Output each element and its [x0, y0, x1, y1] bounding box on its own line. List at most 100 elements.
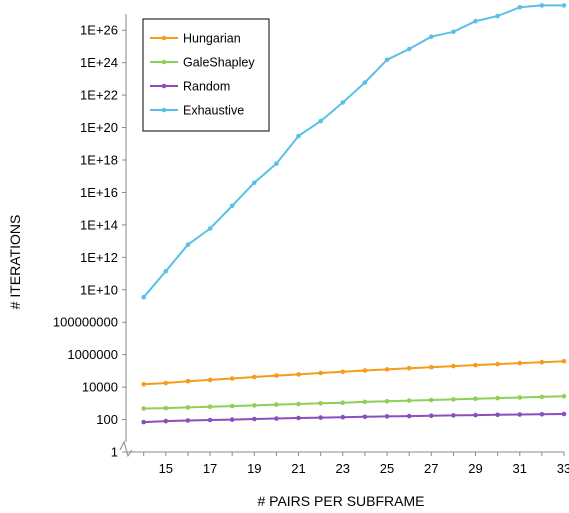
- data-point-exhaustive: [473, 18, 478, 24]
- y-tick-label: 1E+24: [80, 55, 118, 70]
- x-tick-label: 27: [424, 461, 438, 476]
- data-point-galeshapley: [207, 404, 213, 410]
- data-point-random: [340, 414, 346, 420]
- data-point-random: [384, 414, 390, 419]
- series-exhaustive: [141, 3, 567, 300]
- data-point-hungarian: [229, 376, 235, 381]
- series-line-random: [143, 413, 565, 424]
- data-point-galeshapley: [274, 402, 279, 407]
- data-point-galeshapley: [362, 399, 368, 405]
- data-point-galeshapley: [517, 395, 523, 400]
- data-point-random: [274, 416, 279, 421]
- data-point-galeshapley: [296, 401, 301, 407]
- y-tick-label: 10000: [82, 380, 118, 395]
- data-point-exhaustive: [274, 161, 279, 166]
- data-point-hungarian: [473, 362, 478, 368]
- legend-label-random: Random: [183, 80, 230, 94]
- y-tick-label: 1E+26: [80, 23, 118, 38]
- legend-marker-exhaustive: [161, 107, 167, 113]
- series-hungarian: [141, 359, 567, 387]
- data-point-exhaustive: [340, 100, 346, 105]
- x-tick-label: 17: [203, 461, 217, 476]
- data-point-exhaustive: [252, 180, 257, 185]
- y-tick-label: 1E+12: [80, 250, 118, 265]
- y-tick-label: 1E+16: [80, 185, 118, 200]
- data-point-galeshapley: [384, 399, 390, 404]
- data-point-hungarian: [141, 382, 146, 387]
- series-galeshapley: [141, 394, 567, 411]
- data-point-hungarian: [429, 364, 434, 370]
- data-point-exhaustive: [384, 57, 390, 63]
- data-point-galeshapley: [185, 405, 191, 410]
- legend-label-hungarian: Hungarian: [183, 32, 241, 46]
- data-point-hungarian: [362, 368, 368, 373]
- data-point-hungarian: [451, 363, 456, 369]
- axis-break-mark: [119, 440, 133, 458]
- x-tick-label: 23: [336, 461, 350, 476]
- axes: 1 100 10000 1000000 100000000 1E+10 1E+12 1E+14…: [53, 14, 569, 476]
- data-point-random: [229, 417, 235, 422]
- data-point-hungarian: [252, 374, 257, 380]
- data-point-galeshapley: [429, 397, 434, 403]
- data-point-random: [561, 411, 567, 417]
- data-point-random: [429, 413, 434, 419]
- data-point-hungarian: [318, 370, 324, 376]
- y-tick-label: 1E+20: [80, 120, 118, 135]
- x-tick-label: 31: [513, 461, 527, 476]
- data-point-random: [318, 415, 324, 420]
- y-tick-label: 1000000: [67, 347, 118, 362]
- data-point-random: [406, 413, 412, 419]
- x-tick-label: 19: [247, 461, 261, 476]
- data-point-random: [163, 418, 169, 424]
- series-layer: [141, 3, 567, 425]
- x-tick-label: 15: [159, 461, 173, 476]
- series-line-hungarian: [143, 360, 565, 386]
- series-line-exhaustive: [142, 4, 564, 298]
- data-point-hungarian: [384, 367, 390, 372]
- data-point-galeshapley: [495, 395, 500, 401]
- data-point-galeshapley: [141, 406, 146, 411]
- legend-label-exhaustive: Exhaustive: [183, 104, 244, 118]
- data-point-random: [473, 412, 478, 418]
- data-point-galeshapley: [229, 403, 235, 409]
- legend: Hungarian GaleShapley Random Exhaustive: [142, 18, 270, 132]
- y-tick-label: 100000000: [53, 315, 118, 330]
- data-point-random: [141, 419, 146, 425]
- data-point-hungarian: [296, 372, 301, 377]
- y-tick-label: 1E+22: [80, 88, 118, 103]
- legend-marker-random: [161, 83, 167, 89]
- y-tick-label: 1: [111, 445, 118, 460]
- data-point-random: [185, 418, 191, 423]
- series-random: [141, 411, 567, 425]
- y-axis-title: # ITERATIONS: [7, 215, 23, 310]
- legend-label-galeshapley: GaleShapley: [183, 56, 255, 70]
- data-point-exhaustive: [163, 268, 169, 274]
- data-point-galeshapley: [406, 398, 412, 403]
- data-point-hungarian: [274, 373, 279, 378]
- x-axis-title: # PAIRS PER SUBFRAME: [257, 493, 424, 509]
- data-point-galeshapley: [539, 394, 545, 400]
- data-point-random: [517, 412, 523, 417]
- data-point-galeshapley: [451, 397, 456, 402]
- x-tick-label: 29: [468, 461, 482, 476]
- x-tick-label: 21: [291, 461, 305, 476]
- y-tick-label: 1E+10: [80, 282, 118, 297]
- legend-marker-hungarian: [161, 35, 167, 41]
- data-point-hungarian: [517, 360, 523, 366]
- data-point-exhaustive: [406, 46, 412, 52]
- y-tick-label: 100: [96, 412, 118, 427]
- data-point-hungarian: [561, 359, 567, 364]
- data-point-exhaustive: [362, 80, 368, 85]
- data-point-exhaustive: [141, 294, 146, 300]
- data-point-exhaustive: [296, 133, 301, 139]
- data-point-hungarian: [495, 361, 500, 367]
- y-tick-label: 1E+14: [80, 217, 118, 232]
- data-point-exhaustive: [318, 118, 324, 124]
- data-point-random: [539, 412, 545, 417]
- x-tick-label: 33: [557, 461, 569, 476]
- data-point-galeshapley: [473, 396, 478, 402]
- data-point-exhaustive: [229, 203, 235, 209]
- legend-marker-galeshapley: [161, 59, 167, 65]
- data-point-hungarian: [406, 365, 412, 371]
